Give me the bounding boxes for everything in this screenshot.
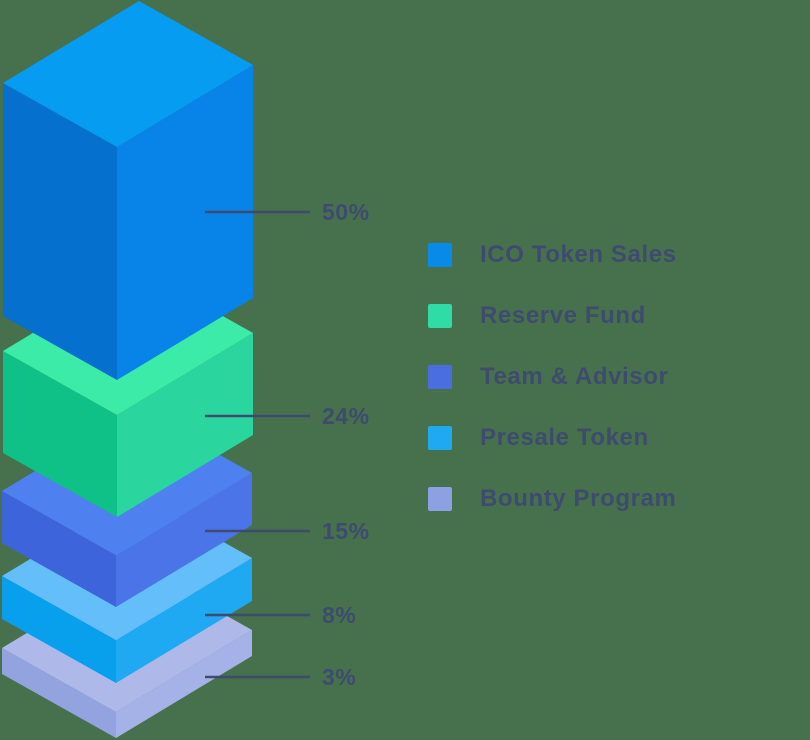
slab-right-face [117, 333, 253, 517]
slab-left-face [2, 576, 116, 683]
value-label-presale-token: 8% [322, 602, 356, 628]
value-label-reserve-fund: 24% [322, 403, 370, 429]
legend-item-ico-token-sales: ICO Token Sales [428, 241, 677, 269]
slab-top-face [3, 1, 253, 147]
value-label-bounty-program: 3% [322, 664, 356, 690]
slab-right-face [117, 65, 253, 380]
slab-left-face [2, 648, 116, 738]
legend-label: Reserve Fund [480, 302, 646, 329]
slab-left-face [2, 491, 116, 607]
value-label-ico-token-sales: 50% [322, 199, 370, 225]
slab-right-face [116, 558, 252, 683]
legend-item-reserve-fund: Reserve Fund [428, 302, 677, 330]
legend-label: Bounty Program [480, 485, 677, 512]
legend-swatch [428, 243, 452, 267]
legend-swatch [428, 365, 452, 389]
slab-right-face [116, 473, 252, 607]
value-label-team-advisor: 15% [322, 518, 370, 544]
legend: ICO Token Sales Reserve Fund Team & Advi… [428, 241, 677, 513]
legend-label: Presale Token [480, 424, 649, 451]
legend-label: Team & Advisor [480, 363, 669, 390]
legend-swatch [428, 304, 452, 328]
legend-item-bounty-program: Bounty Program [428, 485, 677, 513]
slab-left-face [3, 83, 117, 380]
slab-right-face [116, 630, 252, 738]
legend-label: ICO Token Sales [480, 241, 677, 268]
slab-left-face [3, 351, 117, 517]
legend-swatch [428, 487, 452, 511]
legend-item-presale-token: Presale Token [428, 424, 677, 452]
slab-ico-token-sales [3, 1, 253, 380]
legend-item-team-advisor: Team & Advisor [428, 363, 677, 391]
legend-swatch [428, 426, 452, 450]
